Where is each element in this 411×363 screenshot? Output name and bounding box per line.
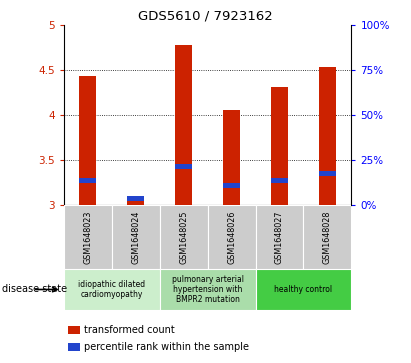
Bar [127, 199, 144, 205]
Bar [256, 269, 351, 310]
Text: percentile rank within the sample: percentile rank within the sample [84, 342, 249, 352]
Bar [159, 205, 208, 269]
Bar [64, 269, 159, 310]
Text: transformed count: transformed count [84, 325, 175, 335]
Bar [256, 205, 303, 269]
Text: GSM1648027: GSM1648027 [275, 210, 284, 264]
Text: idiopathic dilated
cardiomyopathy: idiopathic dilated cardiomyopathy [78, 280, 145, 299]
Text: pulmonary arterial
hypertension with
BMPR2 mutation: pulmonary arterial hypertension with BMP… [171, 274, 244, 305]
Bar [64, 205, 112, 269]
Text: GSM1648023: GSM1648023 [83, 210, 92, 264]
Bar [79, 178, 96, 183]
Bar [208, 205, 256, 269]
Text: GSM1648026: GSM1648026 [227, 210, 236, 264]
Text: disease state: disease state [2, 285, 67, 294]
Bar [79, 76, 96, 205]
Bar [175, 164, 192, 169]
Bar [127, 196, 144, 201]
Bar [319, 67, 336, 205]
Bar [175, 45, 192, 205]
Bar [271, 178, 288, 183]
Bar [303, 205, 351, 269]
Text: GSM1648024: GSM1648024 [131, 210, 140, 264]
Text: GDS5610 / 7923162: GDS5610 / 7923162 [138, 9, 273, 22]
Bar [223, 183, 240, 188]
Bar [112, 205, 159, 269]
Text: healthy control: healthy control [275, 285, 332, 294]
Text: GSM1648025: GSM1648025 [179, 210, 188, 264]
Bar [319, 171, 336, 176]
Bar [159, 269, 256, 310]
Bar [271, 87, 288, 205]
Bar [223, 110, 240, 205]
Text: GSM1648028: GSM1648028 [323, 210, 332, 264]
